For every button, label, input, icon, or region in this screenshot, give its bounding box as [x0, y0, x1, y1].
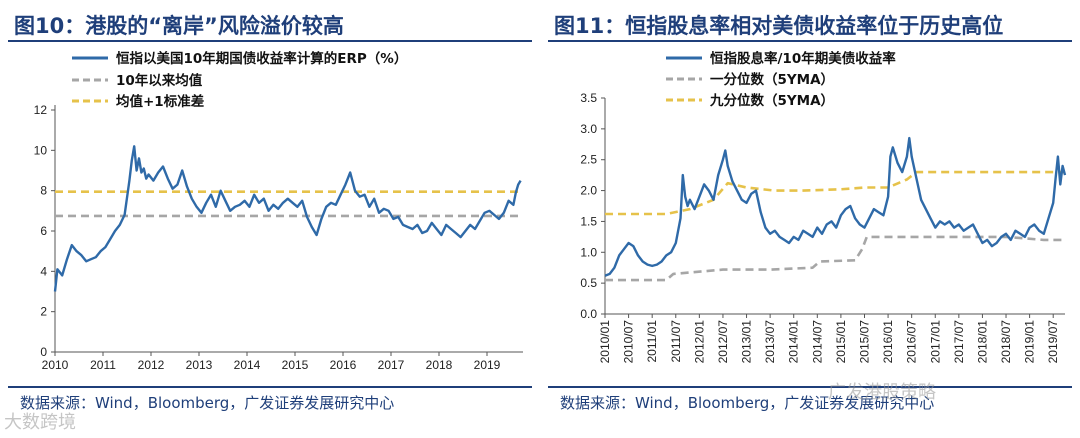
y-tick-label: 4: [40, 264, 47, 278]
y-tick-label: 8: [40, 184, 47, 198]
figure-10-title-bar: 图10：港股的“离岸”风险溢价较高: [8, 6, 532, 42]
x-tick-label: 2019/07: [1046, 320, 1060, 364]
series-line-2: [605, 170, 1065, 216]
x-tick-label: 2015: [282, 358, 309, 372]
y-tick-label: 2.5: [580, 153, 597, 167]
x-tick-label: 2014: [234, 358, 261, 372]
y-tick-label: 0: [40, 345, 47, 359]
x-tick-label: 2010/07: [622, 320, 636, 364]
x-tick-label: 2019: [474, 358, 501, 372]
legend-label-mean: 10年以来均值: [116, 72, 203, 89]
x-tick-label: 2012/07: [716, 320, 730, 364]
x-tick-label: 2013: [186, 358, 213, 372]
watermark-right: 广发港股策略: [828, 382, 936, 403]
figure-11-legend: 恒指股息率/10年期美债收益率 一分位数（5YMA） 九分位数（5YMA）: [666, 50, 896, 109]
watermark-left: 大数跨境: [4, 412, 76, 433]
x-tick-label: 2012/01: [692, 320, 706, 364]
y-tick-label: 0.0: [580, 307, 597, 321]
y-tick-label: 12: [34, 103, 48, 117]
figure-11-title: 图11：恒指股息率相对美债收益率位于历史高位: [554, 14, 1004, 38]
x-tick-label: 2015/01: [834, 320, 848, 364]
figure-10-source: 数据来源：Wind，Bloomberg，广发证券发展研究中心: [20, 394, 395, 412]
x-tick-label: 2017: [378, 358, 405, 372]
figure-10-panel: 图10：港股的“离岸”风险溢价较高 0 2 4 6 8 10 12 2010 2011 2012…: [4, 6, 532, 433]
x-tick-label: 2012: [138, 358, 165, 372]
series-line-1: [605, 235, 1065, 282]
y-tick-label: 6: [40, 224, 47, 238]
x-tick-label: 2014/07: [810, 320, 824, 364]
x-tick-label: 2017/07: [952, 320, 966, 364]
legend-label-erp: 恒指以美国10年期国债收益率计算的ERP（%）: [116, 50, 407, 67]
figure-11-chart: 0.0 0.5 1.0 1.5 2.0 2.5 3.0 3.5 2010/01 2010/07 2…: [580, 50, 1067, 364]
y-tick-label: 1.0: [580, 245, 597, 259]
legend-label-p90: 九分位数（5YMA）: [709, 92, 834, 109]
figure-10-title: 图10：港股的“离岸”风险溢价较高: [14, 14, 344, 38]
x-tick-label: 2017/01: [928, 320, 942, 364]
y-tick-label: 1.5: [580, 214, 597, 228]
figure-11-title-bar: 图11：恒指股息率相对美债收益率位于历史高位: [548, 6, 1072, 42]
figure-11-axes: [604, 98, 1065, 315]
y-tick-label: 0.5: [580, 276, 597, 290]
x-tick-label: 2018/07: [999, 320, 1013, 364]
figure-11-source: 数据来源：Wind，Bloomberg，广发证券发展研究中心: [560, 394, 935, 412]
series-line-0: [604, 136, 1067, 277]
figure-10-axes: [54, 105, 523, 353]
figure-10-legend: 恒指以美国10年期国债收益率计算的ERP（%） 10年以来均值 均值+1标准差: [72, 50, 407, 110]
legend-label-p10: 一分位数（5YMA）: [710, 71, 834, 88]
x-tick-label: 2018/01: [975, 320, 989, 364]
figure-10-source-bar: 数据来源：Wind，Bloomberg，广发证券发展研究中心: [8, 386, 532, 412]
y-tick-label: 3.5: [580, 91, 597, 105]
legend-label-upper: 均值+1标准差: [116, 93, 204, 110]
x-tick-label: 2016: [330, 358, 357, 372]
x-tick-label: 2019/01: [1023, 320, 1037, 364]
y-tick-label: 2: [40, 305, 47, 319]
series-line-0: [53, 145, 522, 292]
x-tick-label: 2011/01: [645, 320, 659, 363]
x-tick-label: 2011/07: [669, 320, 683, 363]
x-tick-label: 2015/07: [857, 320, 871, 364]
x-tick-label: 2016/01: [881, 320, 895, 364]
x-tick-label: 2013/01: [740, 320, 754, 364]
x-tick-label: 2013/07: [763, 320, 777, 364]
y-tick-label: 10: [34, 143, 48, 157]
x-tick-label: 2018: [426, 358, 453, 372]
x-tick-label: 2011: [90, 358, 116, 372]
y-tick-label: 2.0: [580, 184, 597, 198]
x-tick-label: 2014/01: [787, 320, 801, 364]
legend-label-ratio: 恒指股息率/10年期美债收益率: [710, 50, 896, 67]
y-tick-label: 3.0: [580, 122, 597, 136]
figure-11-panel: 图11：恒指股息率相对美债收益率位于历史高位 0.0 0.5 1.0 1.5 2.0 2.…: [540, 0, 1080, 438]
figure-10-chart: 0 2 4 6 8 10 12 2010 2011 2012 2013 2014 2015 2016 20…: [34, 50, 523, 372]
x-tick-label: 2016/07: [905, 320, 919, 364]
x-tick-label: 2010: [42, 358, 69, 372]
figure-11-source-bar: 数据来源：Wind，Bloomberg，广发证券发展研究中心: [548, 386, 1072, 412]
x-tick-label: 2010/01: [598, 320, 612, 364]
